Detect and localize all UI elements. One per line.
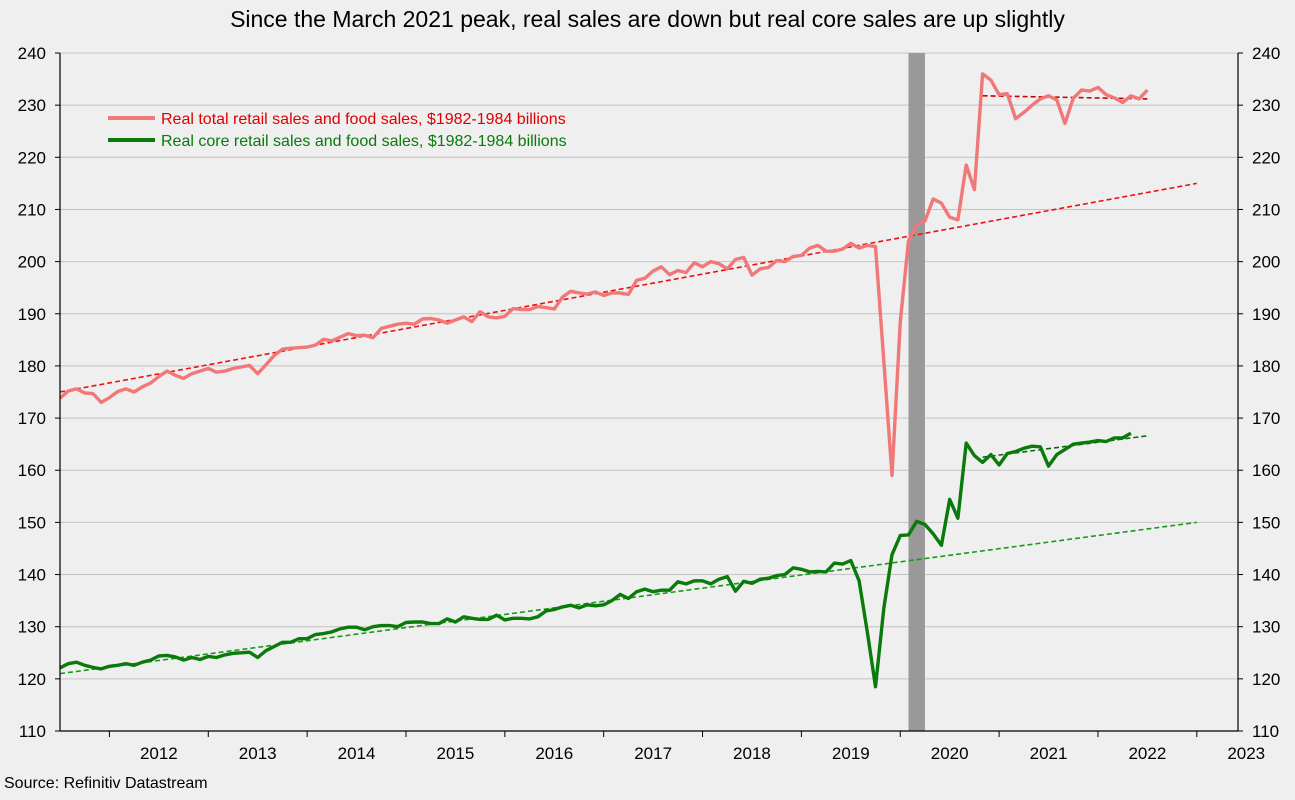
y-tick-label-right: 210 (1252, 200, 1280, 219)
recession-band (908, 53, 925, 731)
chart-title: Since the March 2021 peak, real sales ar… (230, 6, 1065, 32)
y-tick-label-left: 180 (18, 357, 46, 376)
x-tick-label: 2012 (140, 744, 178, 763)
y-tick-label-right: 240 (1252, 44, 1280, 63)
trend-line-total_trend (59, 182, 1197, 393)
y-tick-label-left: 190 (18, 305, 46, 324)
legend-label-core: Real core retail sales and food sales, $… (161, 133, 567, 150)
y-tick-label-right: 120 (1252, 670, 1280, 689)
y-tick-label-left: 140 (18, 566, 46, 585)
trend-line-core_trend (59, 521, 1197, 675)
y-tick-label-left: 210 (18, 200, 46, 219)
series-lines (58, 72, 1149, 689)
x-tick-label: 2022 (1128, 744, 1166, 763)
x-tick-label: 2013 (239, 744, 277, 763)
y-tick-label-right: 220 (1252, 148, 1280, 167)
x-tick-label: 2014 (338, 744, 376, 763)
y-tick-label-left: 240 (18, 44, 46, 63)
recession-shading (908, 53, 925, 731)
x-tick-label: 2021 (1030, 744, 1068, 763)
x-tick-label: 2019 (832, 744, 870, 763)
y-tick-label-left: 230 (18, 96, 46, 115)
trend-line-total_flat_trend (982, 94, 1148, 100)
x-tick-label: 2017 (634, 744, 672, 763)
y-tick-label-left: 120 (18, 670, 46, 689)
y-tick-label-left: 170 (18, 409, 46, 428)
y-tick-label-right: 200 (1252, 253, 1280, 272)
y-tick-label-left: 160 (18, 461, 46, 480)
x-tick-label: 2015 (436, 744, 474, 763)
y-tick-label-right: 190 (1252, 305, 1280, 324)
trend-lines (59, 94, 1197, 675)
legend-label-total: Real total retail sales and food sales, … (161, 111, 566, 128)
y-tick-label-right: 150 (1252, 513, 1280, 532)
y-tick-label-right: 230 (1252, 96, 1280, 115)
x-tick-label: 2016 (535, 744, 573, 763)
legend: Real total retail sales and food sales, … (108, 111, 567, 150)
series-line-core (59, 431, 1132, 689)
y-tick-label-left: 110 (19, 722, 46, 741)
y-tick-label-left: 130 (18, 618, 46, 637)
y-tick-label-right: 170 (1252, 409, 1280, 428)
y-tick-label-right: 180 (1252, 357, 1280, 376)
x-tick-label: 2020 (931, 744, 969, 763)
axes: 110 110 120 120 130 130 140 140 150 150 160 160 170 1… (18, 44, 1281, 763)
gridlines (60, 52, 1238, 680)
y-tick-label-right: 130 (1252, 618, 1280, 637)
y-tick-label-left: 200 (18, 253, 46, 272)
y-tick-label-left: 220 (18, 148, 46, 167)
source-note: Source: Refinitiv Datastream (4, 775, 208, 792)
series-line-total (58, 72, 1149, 478)
y-tick-label-right: 140 (1252, 566, 1280, 585)
y-tick-label-left: 150 (18, 513, 46, 532)
y-tick-label-right: 160 (1252, 461, 1280, 480)
x-tick-label: 2023 (1227, 744, 1265, 763)
y-tick-label-right: 110 (1252, 722, 1279, 741)
x-tick-label: 2018 (733, 744, 771, 763)
